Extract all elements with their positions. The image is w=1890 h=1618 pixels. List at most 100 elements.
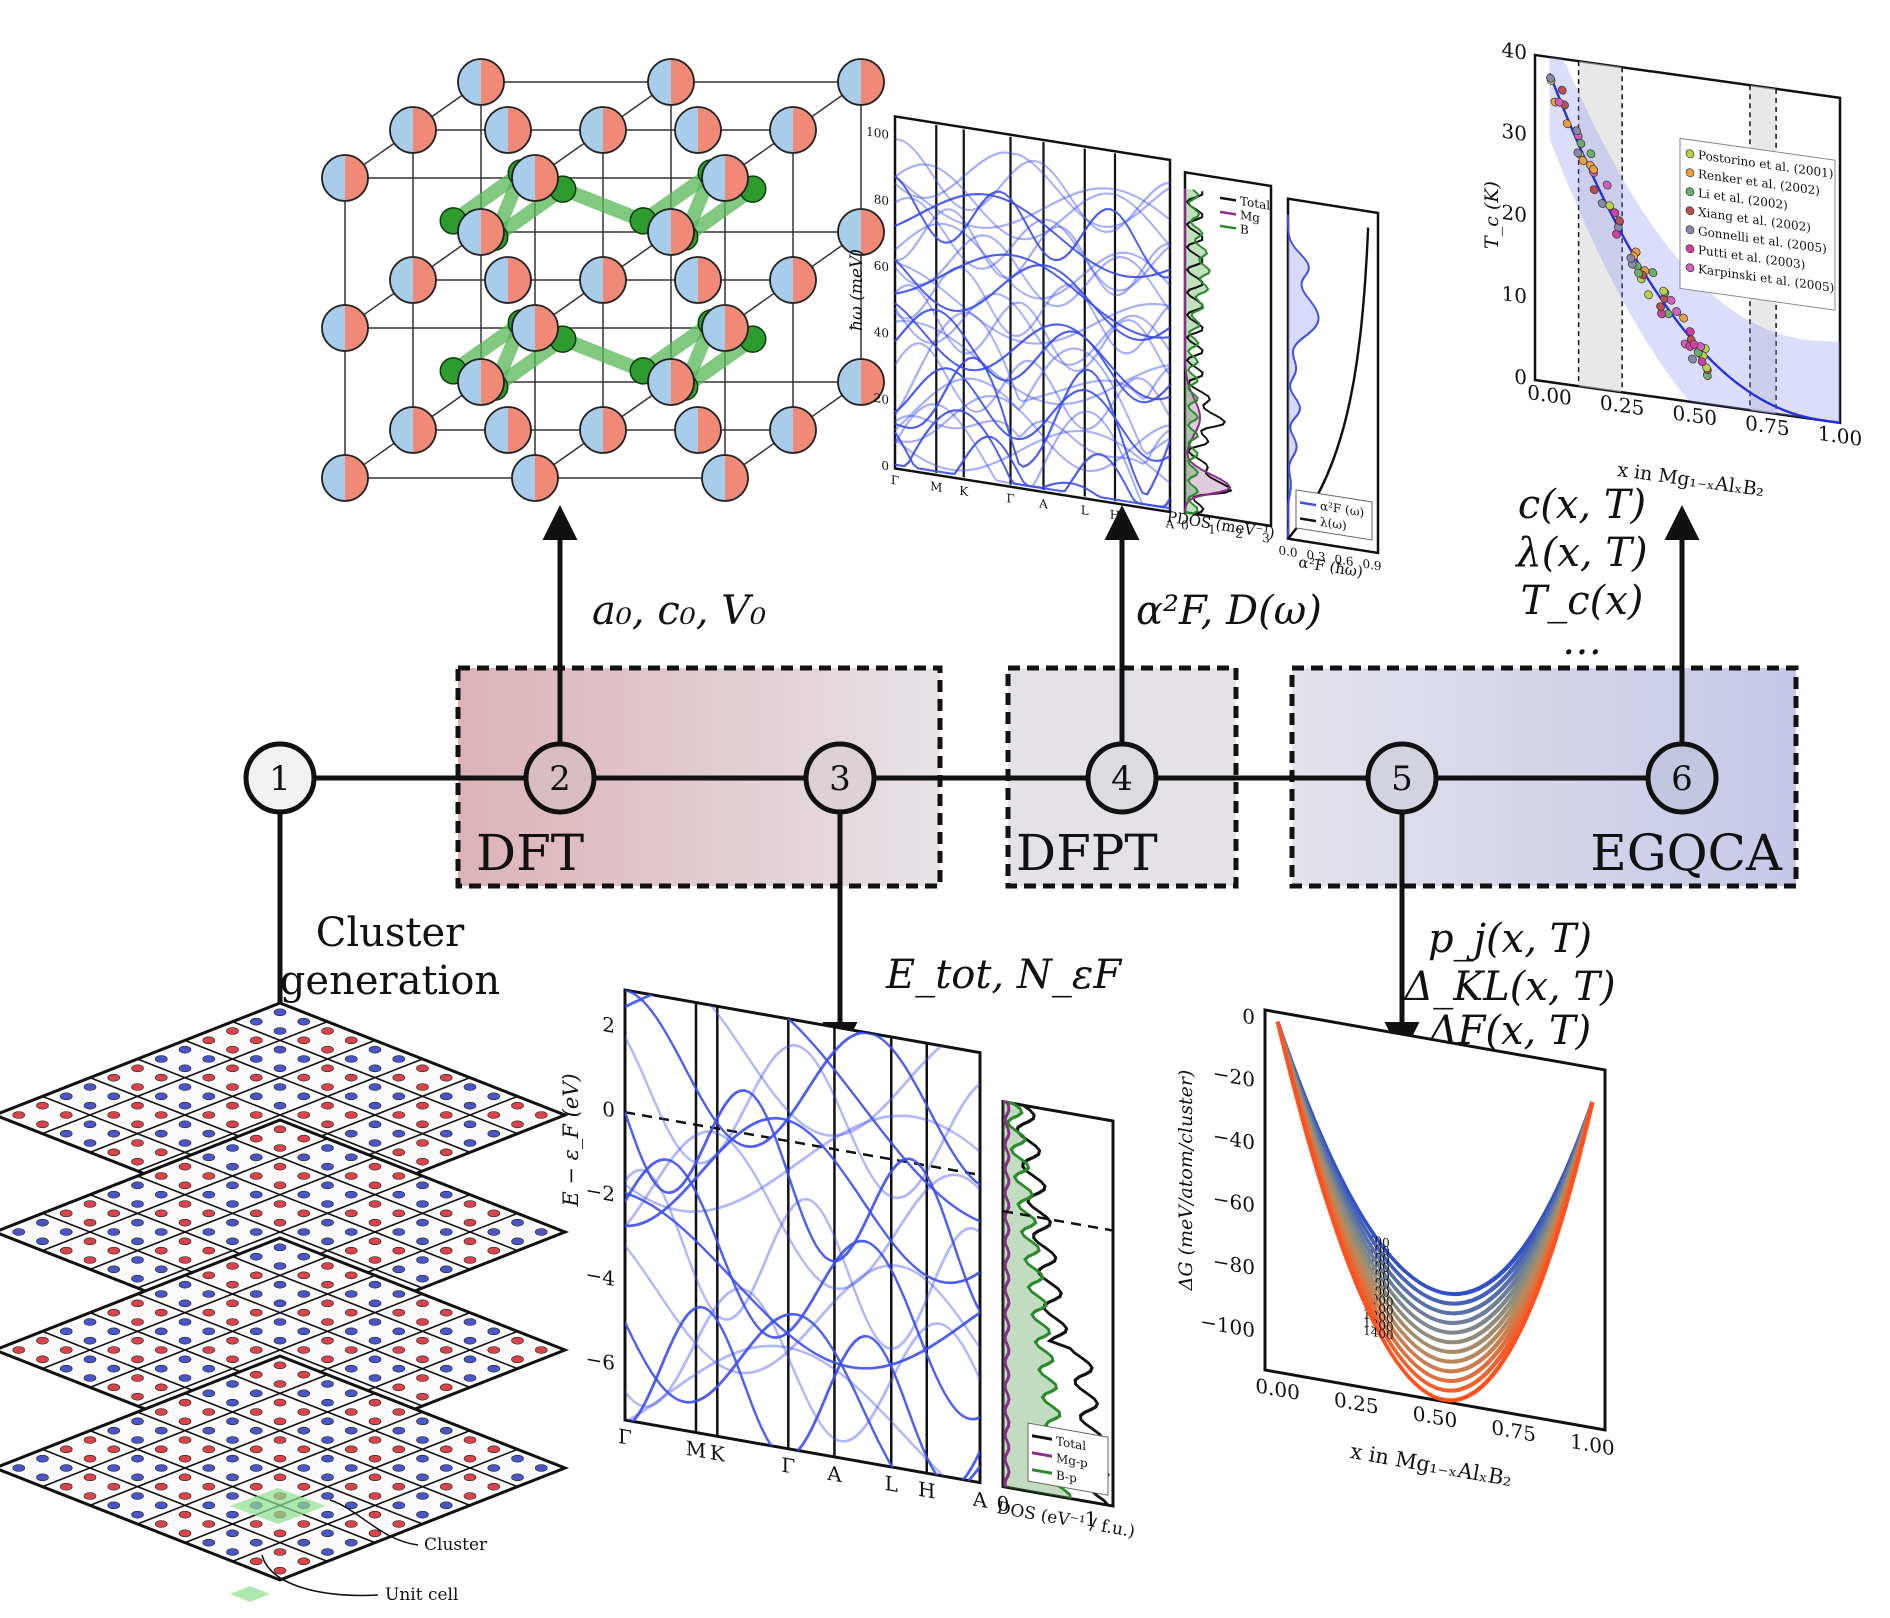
atom (322, 305, 368, 351)
atom (648, 359, 694, 405)
svg-text:0: 0 (602, 1096, 615, 1122)
svg-text:40: 40 (874, 325, 889, 341)
atom (838, 59, 884, 105)
svg-text:0.50: 0.50 (1673, 400, 1717, 430)
output-2-label: a₀, c₀, V₀ (592, 588, 766, 634)
phonon-panel: 020406080100Γ M K Γ A L HA TotalMgB0 1 2 3 α²F (ω… (866, 112, 1381, 574)
atom (580, 257, 626, 303)
node-6: 6 (1648, 744, 1716, 812)
svg-text:−4: −4 (586, 1262, 615, 1291)
atoms (322, 59, 884, 501)
svg-text:30: 30 (1502, 119, 1527, 146)
a2f-xlabel: α²F (ħω) (1297, 553, 1364, 581)
svg-text:100: 100 (866, 124, 889, 142)
band-panel: 2 0 −2 −4 −6 Γ M K Γ A L H A TotalMg-pB-p 0 1 (586, 958, 1113, 1536)
svg-text:1.00: 1.00 (1818, 421, 1862, 451)
cluster-generation-line2: generation (280, 958, 500, 1004)
svg-text:−20: −20 (1213, 1061, 1255, 1092)
svg-text:Γ: Γ (781, 1453, 795, 1479)
band-ylabel: E − ε_F (eV) (559, 1073, 583, 1207)
cluster-lattice-stack (0, 1003, 565, 1602)
svg-text:M: M (930, 479, 942, 495)
crystal-structure (322, 59, 884, 501)
svg-text:0.50: 0.50 (1413, 1401, 1458, 1433)
svg-text:−60: −60 (1213, 1186, 1255, 1217)
atom (702, 155, 748, 201)
svg-text:2: 2 (549, 759, 571, 799)
atom (675, 257, 721, 303)
atom (702, 455, 748, 501)
fe-ylabel: ΔG (meV/atom/cluster) (1175, 1070, 1197, 1292)
svg-text:0: 0 (881, 458, 889, 473)
atom (675, 407, 721, 453)
atom (322, 455, 368, 501)
svg-text:Γ: Γ (1006, 491, 1014, 506)
svg-text:6: 6 (1671, 759, 1693, 799)
phonon-ylabel: ħω (meV) (847, 249, 867, 331)
svg-text:−6: −6 (586, 1346, 615, 1375)
atom (770, 107, 816, 153)
atom (675, 107, 721, 153)
node-5: 5 (1368, 744, 1436, 812)
cluster-callout: Cluster (424, 1535, 488, 1555)
svg-text:2: 2 (602, 1012, 615, 1038)
node-4: 4 (1088, 744, 1156, 812)
output-6-c: c(x, T) (1518, 482, 1646, 528)
svg-text:0.25: 0.25 (1334, 1387, 1379, 1419)
node-3: 3 (806, 744, 874, 812)
atom (485, 107, 531, 153)
node-2: 2 (526, 744, 594, 812)
atom (322, 155, 368, 201)
svg-text:M: M (686, 1436, 706, 1463)
output-6-labels: c(x, T) λ(x, T) T_c(x) … (1514, 482, 1647, 664)
atom (512, 305, 558, 351)
svg-text:20: 20 (874, 391, 889, 407)
svg-text:−40: −40 (1213, 1124, 1255, 1155)
egqca-label: EGQCA (1590, 824, 1783, 882)
svg-text:0: 0 (1514, 364, 1527, 390)
atom (485, 257, 531, 303)
atom (390, 107, 436, 153)
atom (702, 305, 748, 351)
svg-text:B: B (1240, 222, 1249, 237)
svg-text:L: L (1081, 503, 1089, 518)
svg-text:−2: −2 (586, 1178, 615, 1207)
svg-text:0.25: 0.25 (1600, 390, 1644, 420)
svg-text:20: 20 (1502, 200, 1527, 227)
atom (390, 407, 436, 453)
svg-text:0.9: 0.9 (1362, 557, 1381, 574)
output-6-dots: … (1562, 618, 1602, 664)
tc-ylabel: T_c (K) (1481, 181, 1503, 249)
svg-text:K: K (959, 484, 969, 499)
tc-panel: Postorino et al. (2001)Renker et al. (20… (1502, 37, 1863, 451)
atom (580, 107, 626, 153)
output-5-dkl: Δ_KL(x, T) (1402, 964, 1615, 1010)
output-6-lambda: λ(x, T) (1514, 530, 1647, 576)
lattice-layer (0, 1356, 565, 1602)
svg-text:0.75: 0.75 (1491, 1415, 1536, 1447)
atom (580, 407, 626, 453)
svg-text:A: A (826, 1461, 842, 1488)
node-1: 1 (246, 744, 314, 812)
svg-text:1: 1 (269, 759, 291, 799)
unit-cell-callout: Unit cell (385, 1585, 458, 1605)
svg-text:1.00: 1.00 (1570, 1429, 1615, 1461)
svg-text:H: H (918, 1477, 935, 1504)
atom (390, 257, 436, 303)
svg-text:−100: −100 (1200, 1309, 1255, 1342)
svg-text:A: A (1038, 496, 1048, 511)
svg-text:K: K (710, 1440, 726, 1467)
atom (512, 155, 558, 201)
svg-text:0.0: 0.0 (1278, 543, 1297, 560)
dft-label: DFT (476, 824, 584, 882)
atom (458, 59, 504, 105)
svg-text:60: 60 (874, 258, 889, 274)
svg-text:H: H (1110, 508, 1120, 524)
svg-text:A: A (972, 1486, 988, 1513)
svg-text:10: 10 (1502, 281, 1527, 308)
dos-xlabel: DOS (eV⁻¹ / f.u.) (995, 1498, 1136, 1542)
atom (770, 257, 816, 303)
fe-xlabel: x in Mg₁₋ₓAlₓB₂ (1349, 1439, 1514, 1491)
